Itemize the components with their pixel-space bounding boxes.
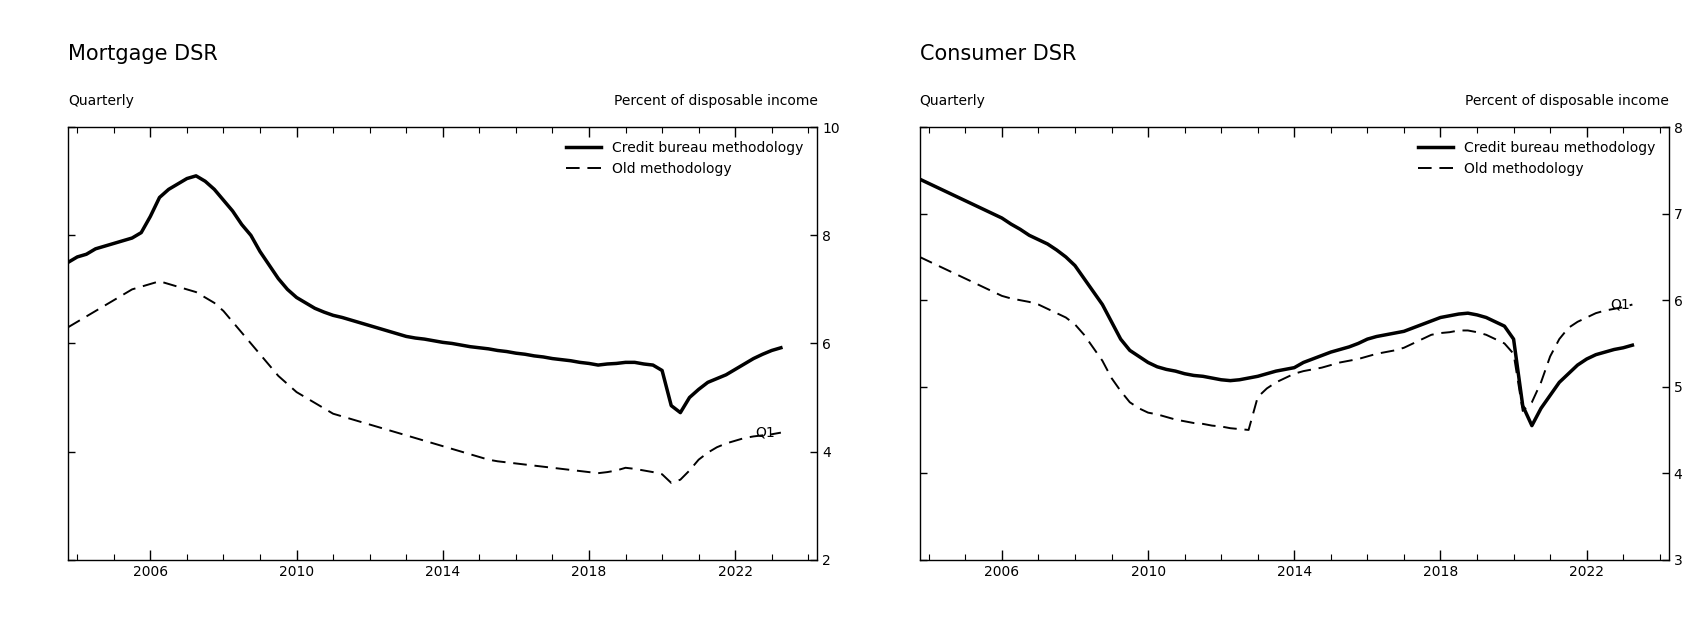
Line: Old methodology: Old methodology — [920, 257, 1633, 430]
Old methodology — [58, 323, 78, 331]
Credit bureau methodology — [588, 361, 608, 369]
Old methodology — [1202, 422, 1223, 429]
Text: Consumer DSR: Consumer DSR — [920, 44, 1076, 64]
Credit bureau methodology — [1102, 318, 1122, 326]
Line: Old methodology: Old methodology — [68, 281, 782, 483]
Credit bureau methodology — [58, 258, 78, 266]
Old methodology — [1330, 359, 1350, 366]
Old methodology — [479, 456, 499, 464]
Credit bureau methodology — [909, 176, 930, 183]
Old methodology — [259, 361, 279, 369]
Text: Q1: Q1 — [756, 425, 775, 439]
Old methodology — [1439, 328, 1459, 336]
Credit bureau methodology — [1431, 314, 1451, 321]
Credit bureau methodology — [1083, 287, 1104, 295]
Old methodology — [1192, 420, 1213, 427]
Credit bureau methodology — [240, 232, 261, 239]
Credit bureau methodology — [479, 345, 499, 352]
Old methodology — [1623, 301, 1643, 308]
Old methodology — [771, 429, 792, 436]
Credit bureau methodology — [259, 261, 279, 269]
Old methodology — [359, 421, 380, 429]
Text: Percent of disposable income: Percent of disposable income — [1465, 94, 1669, 108]
Credit bureau methodology — [1320, 349, 1340, 356]
Credit bureau methodology — [671, 409, 691, 417]
Old methodology — [150, 277, 170, 285]
Old methodology — [661, 479, 681, 487]
Old methodology — [1238, 426, 1259, 434]
Credit bureau methodology — [186, 172, 206, 179]
Credit bureau methodology — [359, 322, 380, 329]
Text: Q1: Q1 — [1611, 298, 1630, 312]
Old methodology — [588, 469, 608, 477]
Text: Quarterly: Quarterly — [68, 94, 135, 108]
Legend: Credit bureau methodology, Old methodology: Credit bureau methodology, Old methodolo… — [1410, 134, 1662, 183]
Legend: Credit bureau methodology, Old methodology: Credit bureau methodology, Old methodolo… — [559, 134, 811, 183]
Credit bureau methodology — [1623, 342, 1643, 349]
Old methodology — [1102, 374, 1122, 382]
Old methodology — [1083, 344, 1104, 352]
Line: Credit bureau methodology: Credit bureau methodology — [68, 176, 782, 413]
Line: Credit bureau methodology: Credit bureau methodology — [920, 179, 1633, 425]
Old methodology — [240, 340, 261, 347]
Credit bureau methodology — [1522, 422, 1543, 429]
Credit bureau methodology — [351, 319, 371, 327]
Text: Mortgage DSR: Mortgage DSR — [68, 44, 218, 64]
Credit bureau methodology — [1202, 374, 1223, 382]
Text: Quarterly: Quarterly — [920, 94, 986, 108]
Old methodology — [351, 418, 371, 425]
Text: Percent of disposable income: Percent of disposable income — [613, 94, 817, 108]
Credit bureau methodology — [771, 344, 792, 352]
Old methodology — [909, 253, 930, 261]
Credit bureau methodology — [1192, 373, 1213, 380]
